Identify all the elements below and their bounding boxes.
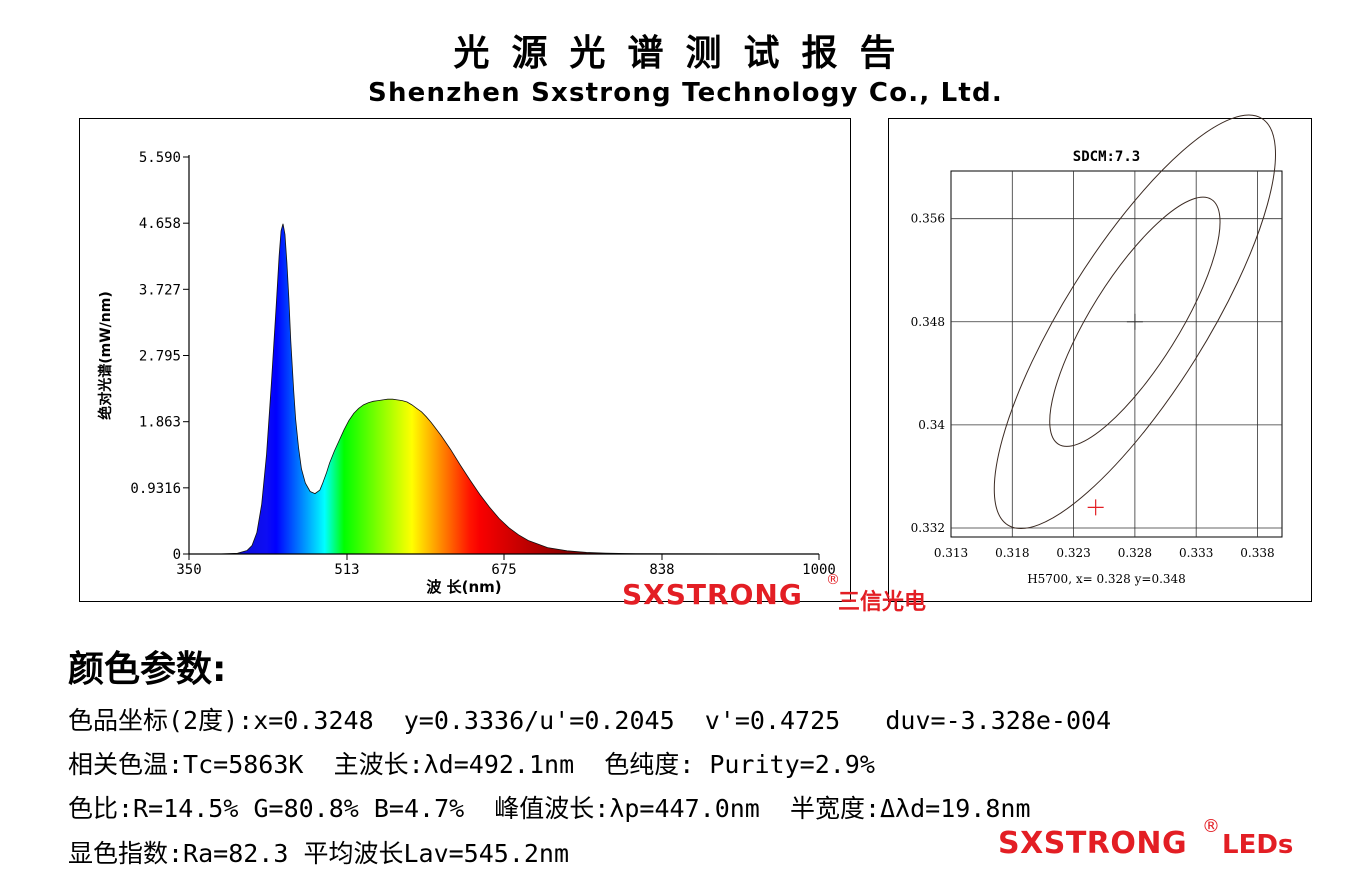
report-title-cn: 光源光谱测试报告	[453, 32, 918, 74]
spectrum-chart-panel: 0 0.9316 1.863 2.795 3.727 4.658 5.590 350 513 67…	[79, 118, 851, 602]
spectrum-area	[218, 223, 645, 554]
x-tick-label: 0.333	[1179, 546, 1213, 560]
y-tick-label: 0.34	[918, 418, 945, 432]
spectrum-chart: 0 0.9316 1.863 2.795 3.727 4.658 5.590 350 513 67…	[97, 150, 836, 596]
registered-mark-2: ®	[1202, 816, 1220, 837]
color-temperature-line: 相关色温:Tc=5863K 主波长:λd=492.1nm 色纯度: Purity…	[68, 750, 875, 779]
spectrum-line	[189, 223, 819, 555]
y-tick-label: 0.332	[911, 521, 945, 535]
plot-frame	[950, 170, 1283, 538]
y-axis-label: 绝对光谱(mW/nm)	[97, 291, 114, 420]
chromaticity-coordinates: 色品坐标(2度):x=0.3248 y=0.3336/u'=0.2045 v'=…	[68, 706, 1112, 735]
y-tick-label: 0	[173, 547, 181, 563]
x-tick-label: 838	[649, 562, 674, 578]
y-tick-label: 1.863	[139, 415, 181, 431]
color-ratio-line: 色比:R=14.5% G=80.8% B=4.7% 峰值波长:λp=447.0n…	[68, 794, 1031, 823]
brand-leds-suffix: LEDs	[1222, 830, 1294, 860]
y-tick-label: 0.356	[911, 212, 945, 226]
y-tick-label: 2.795	[139, 349, 181, 365]
y-tick-label: 4.658	[139, 216, 181, 232]
inner-ellipse	[1049, 196, 1221, 447]
y-tick-label: 0.348	[911, 315, 945, 329]
x-tick-label: 0.313	[934, 546, 968, 560]
x-tick-label: 513	[334, 562, 359, 578]
y-tick-label: 5.590	[139, 150, 181, 166]
x-tick-label: 1000	[802, 562, 836, 578]
x-tick-label: 0.323	[1056, 546, 1090, 560]
outer-ellipse	[993, 114, 1276, 530]
chromaticity-title: SDCM:7.3	[1073, 149, 1140, 165]
brand-logo-text: SXSTRONG	[622, 578, 803, 611]
y-tick-label: 3.727	[139, 282, 181, 298]
color-parameters-heading: 颜色参数:	[68, 649, 227, 690]
company-name: Shenzhen Sxstrong Technology Co., Ltd.	[368, 78, 1003, 108]
chromaticity-caption: H5700, x= 0.328 y=0.348	[1027, 572, 1186, 586]
x-tick-label: 350	[176, 562, 201, 578]
x-axis-label: 波 长(nm)	[426, 578, 501, 596]
x-tick-label: 0.318	[995, 546, 1029, 560]
chromaticity-chart: SDCM:7.3 0.313 0.318 0.323 0.328 0.333 0.338 0.…	[911, 114, 1283, 586]
brand-logo-leds: SXSTRONG	[998, 826, 1188, 861]
y-tick-label: 0.9316	[130, 481, 181, 497]
chromaticity-chart-panel: SDCM:7.3 0.313 0.318 0.323 0.328 0.333 0.338 0.…	[888, 114, 1312, 602]
x-tick-label: 0.328	[1118, 546, 1152, 560]
x-tick-label: 0.338	[1240, 546, 1274, 560]
color-rendering-line: 显色指数:Ra=82.3 平均波长Lav=545.2nm	[68, 839, 570, 868]
brand-name-cn: 三信光电	[838, 589, 927, 615]
x-tick-label: 675	[491, 562, 516, 578]
registered-mark: ®	[826, 572, 840, 588]
